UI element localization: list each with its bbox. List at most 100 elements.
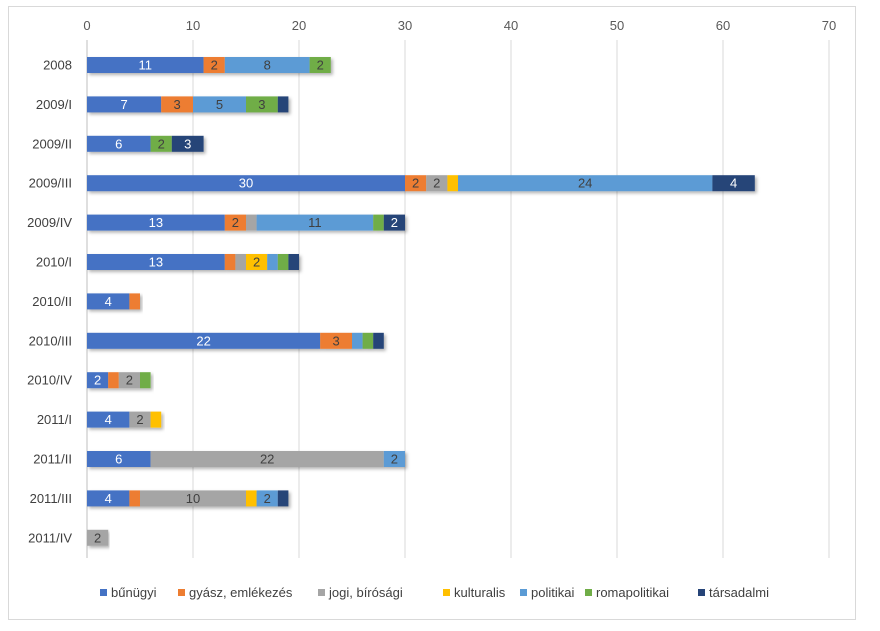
data-label: 2 <box>211 58 218 73</box>
x-tick-label: 30 <box>398 18 412 33</box>
legend-label: romapolitikai <box>596 585 669 600</box>
legend-swatch <box>100 589 107 596</box>
bar-segment <box>288 254 299 270</box>
category-label: 2009/IV <box>27 215 72 230</box>
data-label: 6 <box>115 452 122 467</box>
x-tick-label: 0 <box>83 18 90 33</box>
data-label: 7 <box>120 97 127 112</box>
legend-label: társadalmi <box>709 585 769 600</box>
bar-segment <box>161 96 193 113</box>
category-label: 2010/III <box>29 333 72 348</box>
data-label: 4 <box>105 412 112 427</box>
bar-group <box>87 135 204 152</box>
bar-segment <box>87 175 405 192</box>
bar-segment <box>87 254 225 270</box>
bar-segment <box>150 135 172 152</box>
legend-swatch <box>585 589 592 596</box>
bar-segment <box>373 332 384 349</box>
data-label: 2 <box>126 373 133 388</box>
bar-segment <box>193 96 246 113</box>
data-label: 2 <box>317 58 324 73</box>
category-label: 2009/III <box>29 176 72 191</box>
bar-segment <box>87 214 225 231</box>
bar-segment <box>150 411 162 428</box>
bar-group <box>87 490 289 507</box>
x-tick-label: 50 <box>610 18 624 33</box>
bar-segment <box>87 451 151 467</box>
bar-segment <box>87 372 109 389</box>
legend-label: kulturalis <box>454 585 506 600</box>
data-label: 3 <box>173 97 180 112</box>
legend-item: társadalmi <box>698 585 769 600</box>
bar-group <box>87 529 109 546</box>
bar-segment <box>458 175 713 192</box>
category-label: 2011/I <box>37 412 72 427</box>
data-label: 3 <box>184 136 191 151</box>
category-label: 2008 <box>43 58 72 73</box>
data-label: 2 <box>94 530 101 545</box>
x-tick-label: 40 <box>504 18 518 33</box>
bar-segment <box>150 451 384 467</box>
bar-segment <box>277 490 289 507</box>
legend-swatch <box>698 589 705 596</box>
data-label: 13 <box>149 215 163 230</box>
bar-segment <box>405 175 427 192</box>
legend-label: bűnügyi <box>111 585 157 600</box>
bar-segment <box>352 332 363 349</box>
x-tick-label: 20 <box>292 18 306 33</box>
bar-group <box>87 411 162 428</box>
bar-segment <box>235 254 246 270</box>
bar-group <box>87 332 384 349</box>
bar-segment <box>362 332 374 349</box>
bar-segment <box>87 135 151 152</box>
legend-item: gyász, emlékezés <box>178 585 293 600</box>
x-tick-label: 70 <box>822 18 836 33</box>
legend-swatch <box>178 589 185 596</box>
bar-segment <box>224 57 310 73</box>
bar-segment <box>87 57 204 73</box>
category-label: 2011/III <box>30 491 72 506</box>
bar-segment <box>129 293 140 310</box>
legend-swatch <box>318 589 325 596</box>
bar-group <box>87 451 405 467</box>
legend-item: jogi, bírósági <box>318 585 403 600</box>
bar-segment <box>256 214 374 231</box>
bar-group <box>87 175 755 192</box>
data-label: 2 <box>264 491 271 506</box>
bar-segment <box>383 451 405 467</box>
data-label: 2 <box>391 452 398 467</box>
bar-group <box>87 57 331 73</box>
legend-label: gyász, emlékezés <box>189 585 293 600</box>
data-label: 3 <box>332 333 339 348</box>
bar-segment <box>108 372 119 389</box>
x-tick-label: 10 <box>186 18 200 33</box>
legend-label: jogi, bírósági <box>328 585 403 600</box>
bar-segment <box>246 254 268 270</box>
legend-item: romapolitikai <box>585 585 669 600</box>
category-label: 2009/II <box>32 136 72 151</box>
legend-item: kulturalis <box>443 585 506 600</box>
data-label: 2 <box>412 176 419 191</box>
category-label: 2010/II <box>32 294 72 309</box>
data-label: 30 <box>239 176 253 191</box>
data-label: 2 <box>253 255 260 270</box>
bar-segment <box>87 332 321 349</box>
data-label: 2 <box>94 373 101 388</box>
bar-segment <box>87 490 130 507</box>
bar-segment <box>140 372 151 389</box>
bar-group <box>87 372 151 389</box>
legend-item: politikai <box>520 585 574 600</box>
data-label: 2 <box>433 176 440 191</box>
data-label: 3 <box>258 97 265 112</box>
bar-segment <box>129 411 151 428</box>
data-label: 10 <box>186 491 200 506</box>
bar-group <box>87 254 299 270</box>
category-label: 2009/I <box>36 97 72 112</box>
data-label: 24 <box>578 176 592 191</box>
category-label: 2011/II <box>33 452 72 467</box>
legend-label: politikai <box>531 585 574 600</box>
legend-item: bűnügyi <box>100 585 157 600</box>
bar-segment <box>171 135 204 152</box>
bar-group <box>87 214 405 231</box>
bar-segment <box>373 214 384 231</box>
